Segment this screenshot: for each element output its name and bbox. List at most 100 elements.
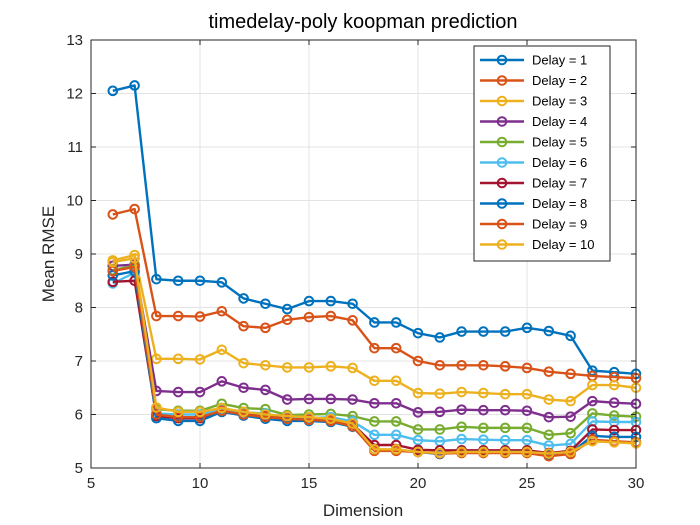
x-tick-label: 20 xyxy=(410,475,427,492)
data-point xyxy=(107,85,119,97)
data-point xyxy=(608,410,620,421)
y-tick-label: 13 xyxy=(66,32,83,49)
data-point xyxy=(260,384,271,396)
data-point xyxy=(478,359,489,371)
data-point xyxy=(129,203,140,215)
data-point xyxy=(434,388,446,399)
legend-marker xyxy=(496,54,508,66)
data-point xyxy=(281,314,293,326)
data-point xyxy=(543,325,555,337)
data-point xyxy=(456,421,467,433)
legend: Delay = 1 Delay = 2 Delay = 3 Delay = 4 Dela… xyxy=(473,45,611,262)
data-point xyxy=(543,366,555,378)
legend-marker xyxy=(496,136,508,148)
data-point xyxy=(347,418,358,429)
data-point xyxy=(390,342,402,354)
data-point xyxy=(281,362,293,373)
legend-item: Delay = 6 xyxy=(480,155,587,170)
data-point xyxy=(303,362,315,373)
data-point xyxy=(543,448,555,459)
data-point xyxy=(499,326,511,337)
data-point xyxy=(478,387,489,399)
legend-label: Delay = 6 xyxy=(532,155,587,170)
chart-title: timedelay-poly koopman prediction xyxy=(208,11,517,33)
legend-item: Delay = 7 xyxy=(480,176,587,191)
data-point xyxy=(216,344,228,356)
x-tick-label: 15 xyxy=(301,475,318,492)
y-tick-label: 10 xyxy=(66,193,83,210)
data-point xyxy=(565,446,576,458)
data-point xyxy=(412,387,424,399)
legend-item: Delay = 2 xyxy=(480,73,587,88)
data-point xyxy=(281,410,293,422)
series-group xyxy=(107,80,642,462)
data-point xyxy=(325,310,337,322)
legend-label: Delay = 4 xyxy=(532,114,587,129)
data-point xyxy=(434,359,446,371)
y-tick-label: 12 xyxy=(66,86,83,103)
data-point xyxy=(521,434,533,446)
data-point xyxy=(412,446,424,458)
data-point xyxy=(478,326,489,337)
data-point xyxy=(325,295,337,307)
data-point xyxy=(151,353,162,365)
legend-label: Delay = 8 xyxy=(532,196,587,211)
x-axis-label: Dimension xyxy=(323,501,403,520)
legend-item: Delay = 1 xyxy=(480,53,587,68)
data-point xyxy=(238,357,249,369)
data-point xyxy=(587,379,598,391)
legend-item: Delay = 4 xyxy=(480,114,587,129)
data-point xyxy=(369,317,380,328)
data-point xyxy=(478,446,489,458)
y-axis-label: Mean RMSE xyxy=(39,206,58,302)
legend-marker xyxy=(496,239,508,250)
data-point xyxy=(303,311,315,323)
series-10 xyxy=(107,252,642,459)
data-point xyxy=(347,394,358,405)
data-point xyxy=(390,429,402,441)
data-point xyxy=(238,320,249,332)
data-point xyxy=(303,393,315,405)
data-point xyxy=(434,447,446,459)
data-point xyxy=(129,252,140,264)
series-4 xyxy=(107,259,642,423)
data-point xyxy=(151,402,162,413)
data-point xyxy=(107,209,119,220)
data-point xyxy=(216,277,228,288)
data-point xyxy=(107,276,119,288)
data-point xyxy=(129,80,140,91)
data-point xyxy=(347,315,358,326)
data-point xyxy=(325,361,337,372)
data-point xyxy=(478,422,489,434)
data-point xyxy=(521,362,533,374)
data-point xyxy=(172,353,184,365)
data-point xyxy=(216,402,228,414)
data-point xyxy=(194,386,206,398)
data-point xyxy=(434,332,446,343)
data-point xyxy=(260,359,271,371)
data-point xyxy=(587,435,598,447)
series-line xyxy=(112,265,637,458)
legend-item: Delay = 5 xyxy=(480,135,587,150)
data-point xyxy=(303,295,315,307)
data-point xyxy=(456,386,467,398)
data-point xyxy=(499,404,511,416)
series-1 xyxy=(107,80,642,380)
data-point xyxy=(543,411,555,423)
data-point xyxy=(260,298,271,310)
legend-label: Delay = 7 xyxy=(532,176,587,191)
data-point xyxy=(390,416,402,427)
y-tick-label: 6 xyxy=(75,407,83,424)
x-tick-label: 10 xyxy=(192,475,209,492)
data-point xyxy=(565,427,576,439)
data-point xyxy=(521,405,533,417)
y-tick-label: 8 xyxy=(75,300,83,317)
y-tick-label: 7 xyxy=(75,353,83,370)
series-line xyxy=(112,263,637,419)
legend-label: Delay = 3 xyxy=(532,94,587,109)
data-point xyxy=(369,375,380,387)
y-tick-label: 11 xyxy=(67,139,83,156)
data-point xyxy=(369,416,380,427)
data-point xyxy=(521,422,533,434)
data-point xyxy=(456,359,467,371)
